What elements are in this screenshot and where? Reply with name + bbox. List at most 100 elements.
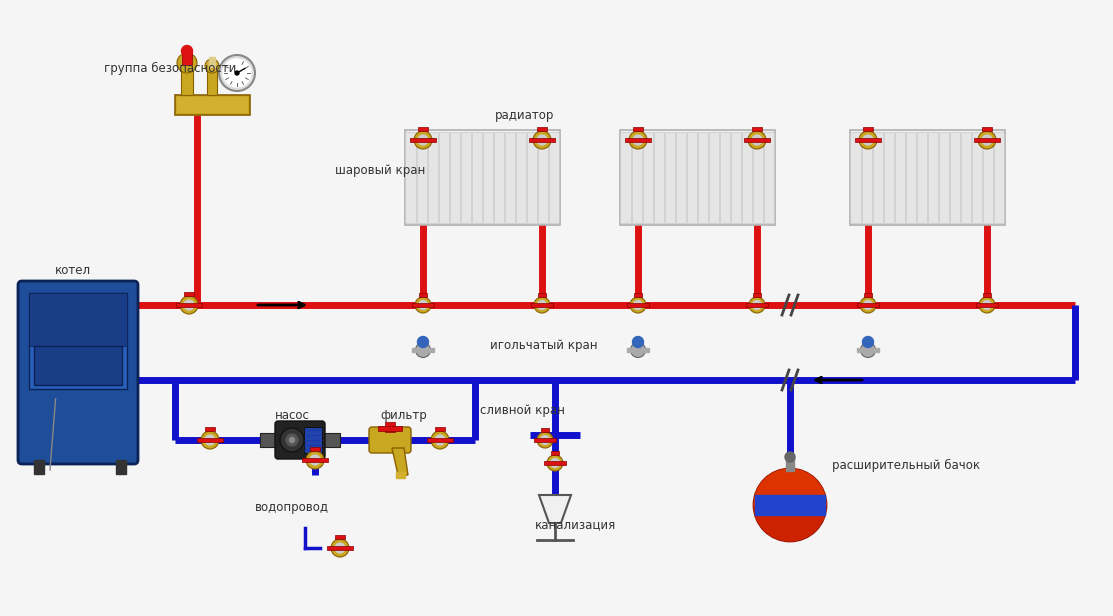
Bar bbox=[861, 132, 871, 223]
Circle shape bbox=[415, 342, 431, 357]
Circle shape bbox=[235, 71, 239, 75]
Bar bbox=[435, 426, 445, 431]
Circle shape bbox=[978, 131, 996, 149]
Bar bbox=[962, 132, 972, 223]
Bar bbox=[427, 132, 437, 223]
Bar bbox=[544, 461, 567, 464]
Bar bbox=[709, 132, 719, 223]
Circle shape bbox=[859, 131, 877, 149]
Bar bbox=[461, 132, 471, 223]
Circle shape bbox=[633, 301, 642, 309]
Circle shape bbox=[180, 296, 198, 314]
Text: фильтр: фильтр bbox=[380, 408, 426, 421]
Bar bbox=[627, 304, 649, 307]
Bar bbox=[633, 126, 643, 131]
Bar bbox=[620, 130, 775, 225]
Circle shape bbox=[286, 434, 298, 446]
Circle shape bbox=[632, 336, 643, 347]
Bar bbox=[746, 304, 768, 307]
Text: сливной кран: сливной кран bbox=[480, 403, 565, 416]
Bar bbox=[538, 126, 546, 131]
FancyBboxPatch shape bbox=[18, 281, 138, 464]
Bar bbox=[633, 293, 642, 298]
Circle shape bbox=[983, 301, 992, 309]
Text: игольчатый кран: игольчатый кран bbox=[490, 339, 598, 352]
Circle shape bbox=[205, 59, 219, 73]
Bar bbox=[303, 458, 327, 462]
Bar bbox=[754, 132, 764, 223]
Circle shape bbox=[331, 539, 349, 557]
Bar bbox=[412, 348, 434, 352]
Bar bbox=[538, 293, 546, 298]
Text: водопровод: водопровод bbox=[255, 501, 329, 514]
Bar bbox=[181, 65, 193, 95]
Bar bbox=[116, 460, 126, 474]
Bar bbox=[327, 546, 353, 550]
Bar bbox=[984, 132, 994, 223]
Bar bbox=[205, 426, 215, 431]
Bar bbox=[483, 132, 493, 223]
Circle shape bbox=[748, 131, 766, 149]
Circle shape bbox=[863, 135, 873, 145]
Bar bbox=[551, 451, 560, 455]
Circle shape bbox=[435, 435, 445, 445]
Bar bbox=[621, 132, 631, 223]
Bar bbox=[976, 304, 998, 307]
Circle shape bbox=[219, 55, 255, 91]
Bar bbox=[418, 293, 427, 298]
Circle shape bbox=[181, 46, 193, 57]
Bar bbox=[786, 457, 794, 471]
Bar bbox=[857, 348, 879, 352]
Circle shape bbox=[280, 428, 304, 452]
Circle shape bbox=[864, 301, 873, 309]
Bar bbox=[873, 132, 883, 223]
FancyBboxPatch shape bbox=[370, 427, 411, 453]
Circle shape bbox=[785, 452, 795, 462]
Bar bbox=[35, 460, 45, 474]
Circle shape bbox=[536, 432, 553, 448]
Bar bbox=[884, 132, 894, 223]
Circle shape bbox=[414, 131, 432, 149]
Text: радиатор: радиатор bbox=[495, 108, 554, 121]
Circle shape bbox=[538, 301, 546, 309]
Circle shape bbox=[752, 135, 762, 145]
Bar bbox=[411, 138, 435, 142]
Circle shape bbox=[630, 297, 646, 313]
Bar bbox=[516, 132, 526, 223]
Circle shape bbox=[979, 297, 995, 313]
Bar bbox=[951, 132, 961, 223]
Bar bbox=[335, 535, 345, 540]
Circle shape bbox=[630, 342, 646, 357]
Bar bbox=[534, 439, 556, 442]
Circle shape bbox=[534, 297, 550, 313]
Bar bbox=[405, 132, 415, 223]
Bar bbox=[687, 132, 697, 223]
Bar bbox=[752, 293, 761, 298]
Bar bbox=[642, 132, 652, 223]
Bar bbox=[631, 132, 641, 223]
Circle shape bbox=[431, 431, 449, 449]
Bar bbox=[427, 438, 453, 442]
Bar bbox=[35, 346, 122, 385]
Bar bbox=[745, 138, 769, 142]
Circle shape bbox=[546, 455, 563, 471]
Bar bbox=[311, 447, 319, 452]
Bar bbox=[627, 348, 649, 352]
Bar bbox=[765, 132, 775, 223]
Bar bbox=[207, 67, 217, 95]
Polygon shape bbox=[392, 448, 408, 475]
Circle shape bbox=[184, 300, 194, 310]
Bar bbox=[541, 428, 550, 432]
Bar bbox=[994, 132, 1005, 223]
Bar bbox=[550, 132, 560, 223]
Text: канализация: канализация bbox=[535, 519, 617, 532]
FancyBboxPatch shape bbox=[275, 421, 325, 459]
Circle shape bbox=[749, 297, 765, 313]
Bar bbox=[29, 293, 127, 346]
Bar bbox=[396, 472, 405, 478]
Bar bbox=[850, 132, 860, 223]
Bar bbox=[983, 293, 992, 298]
Bar bbox=[405, 130, 560, 225]
Bar bbox=[494, 132, 504, 223]
Bar bbox=[974, 138, 999, 142]
